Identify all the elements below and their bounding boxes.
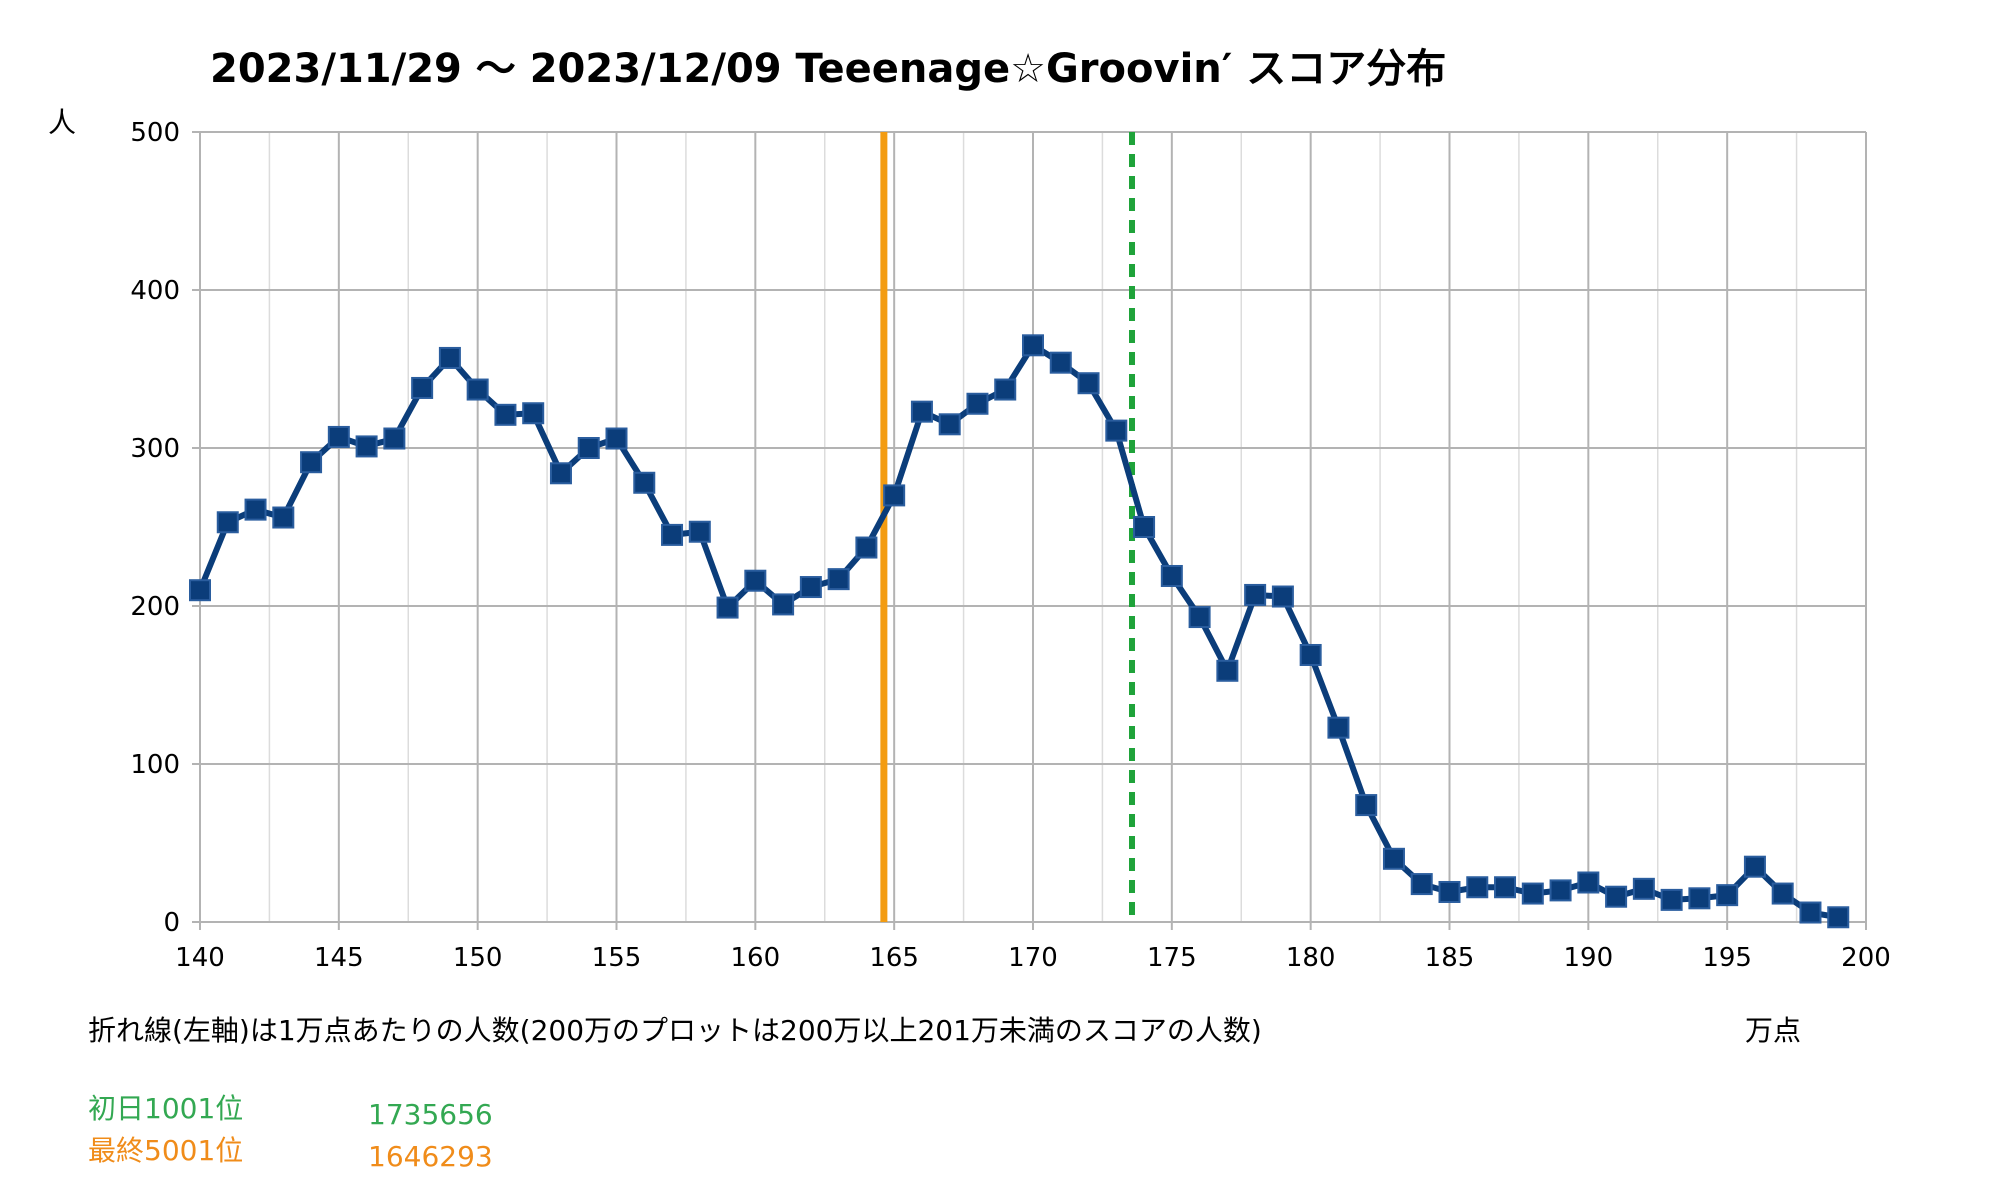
data-point — [1827, 906, 1850, 929]
x-tick-label: 155 — [592, 943, 642, 973]
data-point — [522, 402, 545, 425]
data-point — [938, 413, 961, 436]
data-point — [994, 378, 1017, 401]
x-tick-label: 145 — [314, 943, 364, 973]
data-point — [549, 462, 572, 485]
data-point — [1743, 855, 1766, 878]
data-point — [1133, 516, 1156, 538]
y-tick-label: 100 — [130, 750, 180, 780]
data-point — [466, 378, 489, 401]
axis-tick-labels: 140 145 150 155 160 165 170 175 180 185 190 195 200 0… — [130, 118, 1890, 973]
data-point — [438, 346, 461, 369]
data-point — [883, 484, 906, 507]
data-point — [327, 425, 350, 448]
data-point — [1049, 351, 1072, 374]
data-point — [494, 403, 517, 426]
legend-green-label: 初日1001位 — [88, 1092, 243, 1125]
x-tick-label: 170 — [1008, 943, 1058, 973]
y-tick-label: 500 — [130, 118, 180, 148]
data-point — [300, 451, 323, 474]
data-point — [855, 536, 878, 559]
series-layer — [189, 334, 1850, 929]
data-point — [1605, 885, 1628, 908]
data-point — [1494, 876, 1517, 899]
data-point — [772, 593, 795, 616]
data-point — [799, 576, 822, 599]
x-tick-label: 195 — [1702, 943, 1752, 973]
data-point — [633, 471, 656, 494]
data-point — [1577, 871, 1600, 894]
data-point — [1216, 659, 1239, 682]
chart-note: 折れ線(左軸)は1万点あたりの人数(200万のプロットは200万以上201万未満… — [88, 1014, 1262, 1047]
legend-green-value: 1735656 — [368, 1098, 493, 1131]
x-tick-label: 140 — [175, 943, 225, 973]
data-point — [1688, 887, 1711, 910]
data-point — [1799, 901, 1822, 924]
data-point — [1632, 877, 1655, 900]
data-point — [1299, 643, 1322, 666]
data-point — [189, 579, 211, 602]
data-point — [744, 569, 767, 592]
y-tick-label: 300 — [130, 434, 180, 464]
reference-lines — [880, 132, 1136, 922]
data-point — [1022, 334, 1044, 357]
data-point — [216, 511, 239, 534]
data-point — [910, 400, 933, 423]
y-tick-label: 0 — [163, 908, 180, 938]
data-point — [1382, 847, 1405, 870]
data-point — [605, 427, 628, 450]
y-tick-label: 400 — [130, 276, 180, 306]
chart-title: 2023/11/29 ～ 2023/12/09 Teeenage☆Groovin… — [210, 46, 1446, 92]
data-point — [1160, 564, 1183, 587]
data-point — [1716, 884, 1739, 907]
data-point — [383, 427, 406, 450]
data-point — [716, 596, 739, 619]
series-line — [197, 342, 1839, 921]
data-point — [1355, 794, 1378, 817]
data-point — [1327, 716, 1350, 739]
data-point — [244, 498, 267, 521]
data-point — [577, 437, 600, 459]
data-point — [688, 520, 711, 543]
data-point — [1466, 876, 1489, 899]
x-tick-label: 200 — [1841, 943, 1891, 973]
x-axis-unit-label: 万点 — [1745, 1014, 1801, 1047]
x-tick-label: 165 — [869, 943, 919, 973]
x-tick-label: 175 — [1147, 943, 1197, 973]
data-point — [355, 435, 378, 458]
data-point — [1244, 583, 1267, 606]
data-point — [1438, 880, 1461, 903]
x-tick-label: 190 — [1564, 943, 1614, 973]
data-point — [1188, 606, 1211, 629]
y-tick-label: 200 — [130, 592, 180, 622]
legend-orange-value: 1646293 — [368, 1140, 493, 1173]
data-point — [1771, 882, 1794, 905]
x-tick-label: 150 — [453, 943, 503, 973]
data-point — [1521, 882, 1544, 905]
data-point — [1077, 372, 1100, 395]
x-tick-label: 185 — [1425, 943, 1475, 973]
data-point — [1660, 888, 1683, 911]
data-point — [1105, 419, 1128, 442]
data-point — [661, 523, 684, 546]
data-point — [1549, 879, 1572, 902]
data-point — [411, 376, 434, 399]
grid-lines — [192, 131, 1867, 930]
data-point — [827, 568, 850, 591]
data-point — [966, 392, 989, 415]
data-point — [1271, 585, 1294, 608]
data-point — [1410, 873, 1433, 896]
y-axis-unit-label: 人 — [48, 106, 76, 139]
x-tick-label: 160 — [731, 943, 781, 973]
x-tick-label: 180 — [1286, 943, 1336, 973]
legend-orange-label: 最終5001位 — [88, 1134, 243, 1167]
data-point — [272, 506, 295, 529]
